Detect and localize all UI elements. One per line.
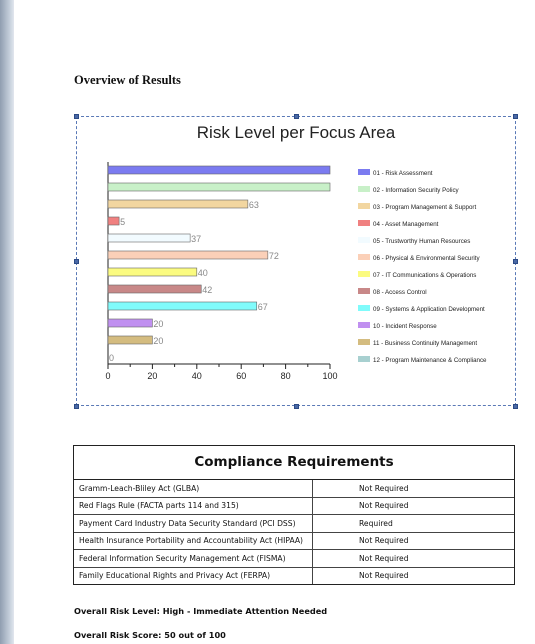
bar-5 — [107, 233, 191, 243]
status-cell: Not Required — [312, 531, 514, 550]
legend-swatch — [358, 356, 370, 362]
table-row: Payment Card Industry Data Security Stan… — [74, 514, 514, 532]
legend-swatch — [358, 322, 370, 328]
law-name-cell: Family Educational Rights and Privacy Ac… — [74, 566, 313, 584]
bar-2 — [107, 182, 331, 192]
table-row: Federal Information Security Management … — [74, 549, 514, 567]
resize-handle-middle-left[interactable] — [74, 259, 79, 264]
law-name-cell: Red Flags Rule (FACTA parts 114 and 315) — [74, 496, 313, 515]
chart-title: Risk Level per Focus Area — [197, 123, 396, 142]
x-tick-label: 60 — [236, 371, 246, 381]
law-name-cell: Federal Information Security Management … — [74, 549, 313, 567]
bar-3 — [107, 199, 249, 209]
bar-8 — [107, 284, 202, 294]
bar-value-label: 0 — [109, 353, 114, 363]
bar-value-label: 5 — [120, 217, 125, 227]
legend-label: 05 - Trustworthy Human Resources — [373, 238, 470, 245]
bar-10 — [107, 318, 153, 328]
bar-value-label: 20 — [153, 336, 163, 346]
law-name-cell: Gramm-Leach-Bliley Act (GLBA) — [79, 483, 200, 493]
legend-label: 12 - Program Maintenance & Compliance — [373, 357, 487, 364]
status-cell: Required — [312, 514, 514, 532]
bar-4 — [107, 216, 120, 226]
table-row: Red Flags Rule (FACTA parts 114 and 315)… — [74, 496, 514, 515]
bar-6 — [107, 250, 269, 260]
bar-value-label: 63 — [249, 200, 259, 210]
legend-label: 06 - Physical & Environmental Security — [373, 255, 481, 262]
status-cell: Not Required — [312, 480, 514, 497]
x-tick-label: 0 — [105, 371, 110, 381]
status-cell: Not Required — [312, 549, 514, 567]
legend-label: 07 - IT Communications & Operations — [373, 272, 476, 279]
legend-label: 08 - Access Control — [373, 289, 427, 296]
table-row: Family Educational Rights and Privacy Ac… — [74, 566, 514, 584]
section-heading: Overview of Results — [74, 73, 181, 87]
legend-swatch — [358, 271, 370, 277]
compliance-requirements-table: Compliance Requirements Gramm-Leach-Blil… — [73, 445, 515, 585]
legend-swatch — [358, 305, 370, 311]
legend-swatch — [358, 288, 370, 294]
legend-label: 02 - Information Security Policy — [373, 187, 460, 194]
resize-handle-top-right[interactable] — [513, 114, 518, 119]
resize-handle-top-center[interactable] — [294, 114, 299, 119]
table-row: Health Insurance Portability and Account… — [74, 531, 514, 550]
bar-11 — [107, 335, 153, 345]
table-row: Gramm-Leach-Bliley Act (GLBA) Not Requir… — [74, 480, 514, 497]
resize-handle-bottom-center[interactable] — [294, 404, 299, 409]
x-tick-label: 100 — [322, 371, 337, 381]
compliance-title: Compliance Requirements — [74, 446, 514, 480]
legend-label: 10 - Incident Response — [373, 323, 437, 330]
legend-label: 09 - Systems & Application Development — [373, 306, 485, 313]
law-name-cell: Payment Card Industry Data Security Stan… — [74, 514, 313, 532]
document-window-gutter — [0, 0, 14, 644]
x-tick-label: 20 — [147, 371, 157, 381]
bar-value-label: 72 — [269, 251, 279, 261]
legend-swatch — [358, 203, 370, 209]
legend-swatch — [358, 169, 370, 175]
bar-value-label: 42 — [202, 285, 212, 295]
bar-value-label: 37 — [191, 234, 201, 244]
bar-9 — [107, 301, 258, 311]
resize-handle-top-left[interactable] — [74, 114, 79, 119]
legend-label: 11 - Business Continuity Management — [373, 340, 477, 347]
bar-value-label: 40 — [198, 268, 208, 278]
risk-level-chart[interactable]: Risk Level per Focus Area 0 20 40 60 80 100 63 5… — [76, 116, 516, 406]
bar-value-label: 20 — [153, 319, 163, 329]
legend-swatch — [358, 254, 370, 260]
bar-value-label: 67 — [258, 302, 268, 312]
overall-risk-score: Overall Risk Score: 50 out of 100 — [74, 630, 226, 640]
overall-risk-level: Overall Risk Level: High - Immediate Att… — [74, 606, 328, 616]
status-cell: Not Required — [312, 566, 514, 584]
legend-swatch — [358, 237, 370, 243]
legend-swatch — [358, 339, 370, 345]
bar-1 — [107, 165, 331, 175]
bar-7 — [107, 267, 198, 277]
resize-handle-middle-right[interactable] — [513, 259, 518, 264]
x-tick-label: 40 — [192, 371, 202, 381]
resize-handle-bottom-left[interactable] — [74, 404, 79, 409]
status-cell: Not Required — [312, 496, 514, 515]
legend-swatch — [358, 186, 370, 192]
legend-swatch — [358, 220, 370, 226]
resize-handle-bottom-right[interactable] — [513, 404, 518, 409]
x-tick-label: 80 — [281, 371, 291, 381]
legend-label: 03 - Program Management & Support — [373, 204, 476, 211]
legend-label: 01 - Risk Assessment — [373, 170, 433, 177]
law-name-cell: Health Insurance Portability and Account… — [74, 531, 313, 550]
legend-label: 04 - Asset Management — [373, 221, 439, 228]
